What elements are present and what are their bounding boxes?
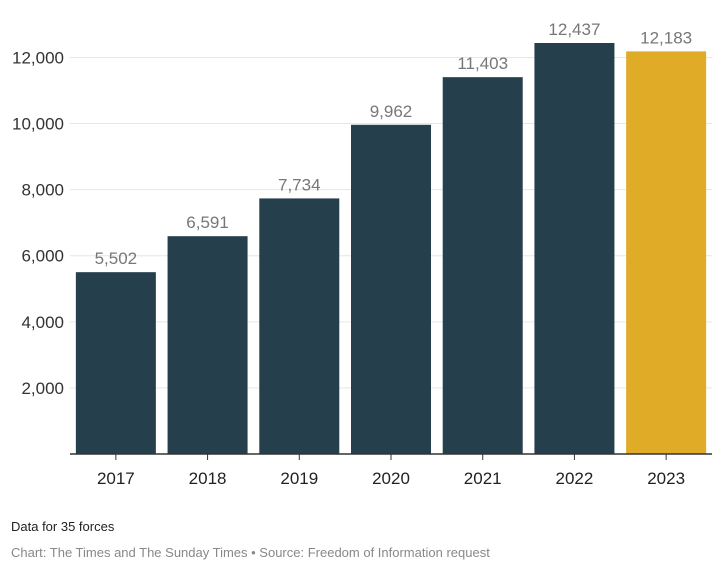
- x-tick-label-2019: 2019: [280, 469, 318, 488]
- bar-2021: [442, 77, 523, 454]
- bar-2019: [259, 198, 340, 454]
- chart-credit: Chart: The Times and The Sunday Times • …: [11, 545, 490, 560]
- bar-2017: [75, 272, 156, 454]
- bar-2018: [167, 236, 248, 454]
- value-labels: 5,502 6,591 7,734 9,962 11,403 12,437 12,183: [95, 20, 693, 268]
- value-label-2021: 11,403: [457, 54, 508, 73]
- y-tick-label: 2,000: [21, 379, 64, 398]
- bar-2023: [626, 51, 707, 454]
- value-label-2023: 12,183: [640, 28, 692, 47]
- bar-2022: [534, 43, 615, 454]
- value-label-2022: 12,437: [548, 20, 600, 39]
- x-axis-ticks: 2017 2018 2019 2020 2021 2022 2023: [97, 454, 685, 488]
- bar-chart: 2,000 4,000 6,000 8,000 10,000 12,000 5,502 6,…: [12, 20, 712, 488]
- y-tick-label: 12,000: [12, 48, 64, 67]
- y-tick-label: 8,000: [21, 181, 64, 200]
- x-tick-label-2023: 2023: [647, 469, 685, 488]
- value-label-2019: 7,734: [278, 175, 321, 194]
- y-axis-ticks: 2,000 4,000 6,000 8,000 10,000 12,000: [12, 48, 64, 397]
- bars: [75, 43, 707, 454]
- value-label-2018: 6,591: [186, 213, 229, 232]
- y-tick-label: 6,000: [21, 247, 64, 266]
- y-tick-label: 4,000: [21, 313, 64, 332]
- y-tick-label: 10,000: [12, 115, 64, 134]
- chart-note: Data for 35 forces: [11, 519, 115, 534]
- bar-2020: [351, 124, 431, 454]
- x-tick-label-2022: 2022: [556, 469, 594, 488]
- x-tick-label-2018: 2018: [189, 469, 227, 488]
- value-label-2020: 9,962: [370, 102, 413, 121]
- x-tick-label-2021: 2021: [464, 469, 502, 488]
- x-tick-label-2020: 2020: [372, 469, 410, 488]
- x-tick-label-2017: 2017: [97, 469, 135, 488]
- value-label-2017: 5,502: [95, 249, 138, 268]
